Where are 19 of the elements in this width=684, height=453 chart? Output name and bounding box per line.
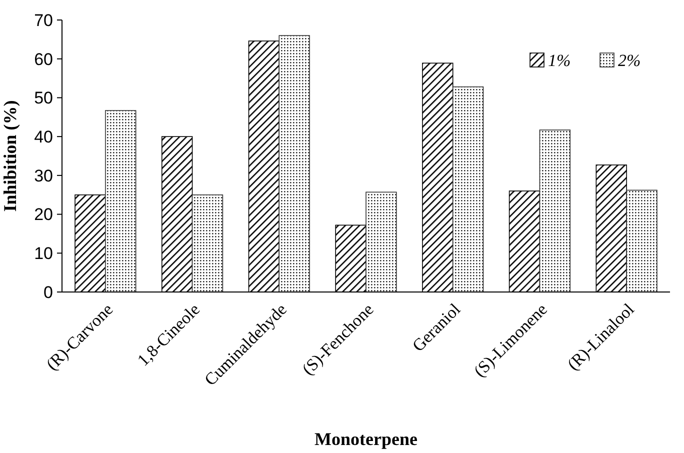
legend-label: 1%: [548, 50, 571, 70]
y-tick-label: 70: [34, 10, 53, 30]
bar: [626, 190, 658, 292]
y-axis-title: Inhibition (%): [0, 100, 20, 212]
y-tick-label: 40: [34, 128, 53, 147]
y-tick-label: 50: [34, 88, 53, 108]
bar: [452, 86, 484, 292]
y-tick-label: 60: [34, 50, 53, 69]
y-tick-label: 30: [34, 166, 53, 186]
y-tick-label: 10: [34, 244, 53, 264]
bar: [366, 192, 397, 292]
x-axis-title: Monoterpene: [314, 429, 418, 449]
y-tick-label: 0: [44, 282, 53, 302]
y-tick-label: 20: [34, 205, 53, 224]
bar: [105, 110, 136, 292]
bar: [192, 194, 224, 292]
legend-label: 2%: [618, 50, 641, 70]
bar: [539, 130, 571, 292]
bar: [278, 35, 310, 292]
